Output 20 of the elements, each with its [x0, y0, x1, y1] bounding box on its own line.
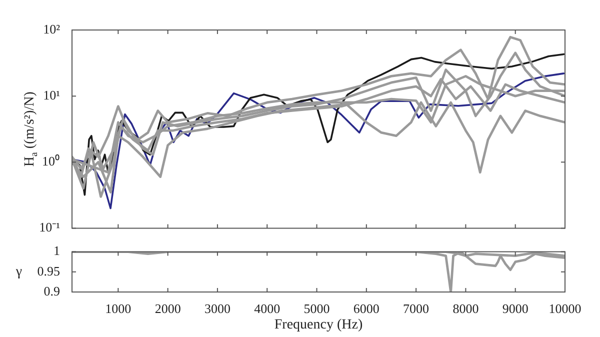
x-tick-label: 3000	[204, 301, 230, 316]
x-tick-label: 7000	[403, 301, 430, 316]
y-axis-title: γ	[14, 264, 22, 280]
x-tick-label: 9000	[502, 301, 528, 316]
y-tick-label: 10⁰	[42, 154, 60, 169]
y-tick-label: 10⁻¹	[39, 220, 60, 235]
x-axis-title: Frequency (Hz)	[274, 317, 363, 332]
x-tick-label: 4000	[254, 301, 280, 316]
y-tick-label: 10¹	[43, 87, 60, 102]
x-tick-label: 6000	[353, 301, 380, 316]
y-tick-label: 1	[54, 243, 60, 258]
y-tick-label: 0.9	[44, 283, 60, 298]
y-tick-label: 10²	[43, 21, 60, 36]
x-tick-label: 10000	[548, 301, 582, 316]
x-tick-label: 2000	[154, 301, 181, 316]
x-tick-label: 5000	[304, 301, 330, 316]
y-tick-label: 0.95	[37, 263, 60, 278]
x-tick-label: 1000	[105, 301, 132, 316]
x-tick-label: 8000	[452, 301, 479, 316]
y-axis-title: Ha ((m/s²)/N)	[22, 91, 40, 167]
